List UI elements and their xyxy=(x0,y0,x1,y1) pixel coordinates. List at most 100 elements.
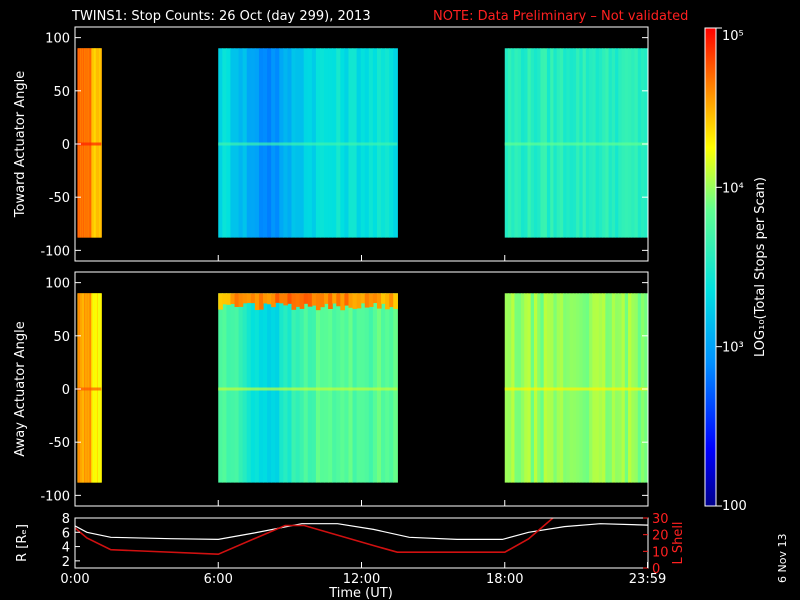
colorbar-label: LOG₁₀(Total Stops per Scan) xyxy=(753,177,768,357)
away-zero-line xyxy=(504,387,648,391)
toward-zero-line xyxy=(218,142,398,146)
colorbar-tick-label: 10⁵ xyxy=(722,29,744,44)
away-band-cell xyxy=(275,293,280,303)
away-band-cell xyxy=(336,293,341,307)
y-tick-label: 50 xyxy=(53,85,70,100)
orbit-x-ticks: 0:00 6:00 12:00 18:00 23:59 xyxy=(60,562,666,587)
y-tick-label: -100 xyxy=(40,489,70,504)
r-tick-label: 8 xyxy=(62,512,70,527)
away-y-ticks: 100 50 0 -50 -100 xyxy=(40,277,649,506)
away-band-cell xyxy=(328,293,333,309)
lshell-tick-label: 0 xyxy=(652,562,660,577)
away-segment-2 xyxy=(504,293,649,483)
toward-y-ticks: 100 50 0 -50 -100 xyxy=(40,32,649,261)
away-segment-0 xyxy=(77,293,102,483)
y-tick-label: -100 xyxy=(40,244,70,259)
away-band-cell xyxy=(254,293,260,311)
y-tick-label: 100 xyxy=(45,32,70,47)
away-band-cell xyxy=(283,293,289,306)
away-segment-1 xyxy=(218,293,398,483)
away-band-cell xyxy=(267,293,272,305)
toward-segment-2 xyxy=(504,48,649,238)
away-band-cell xyxy=(352,293,358,309)
toward-heatmap xyxy=(77,48,649,238)
y-tick-label: 0 xyxy=(62,383,70,398)
away-band-cell xyxy=(360,293,366,304)
y-tick-label: 100 xyxy=(45,277,70,292)
colorbar: 10⁵ 10⁴ 10³ 100 LOG₁₀(Total Stops per Scan) xyxy=(704,27,768,514)
away-band-cell xyxy=(258,293,264,310)
away-band-cell xyxy=(332,293,337,304)
toward-cell xyxy=(100,48,102,238)
away-band-cell xyxy=(340,293,346,311)
away-band-cell xyxy=(230,293,236,305)
lshell-tick-label: 30 xyxy=(652,512,669,527)
away-band-cell xyxy=(279,293,284,304)
r-tick-label: 2 xyxy=(62,555,70,570)
away-ylabel: Away Actuator Angle xyxy=(13,321,28,456)
away-band-cell xyxy=(372,293,378,304)
away-band-cell xyxy=(271,293,276,308)
away-band-cell xyxy=(299,293,305,309)
away-zero-line xyxy=(218,387,398,391)
away-band-cell xyxy=(291,293,297,310)
orbit-frame xyxy=(74,517,649,569)
away-band-cell xyxy=(311,293,317,306)
plot-title: TWINS1: Stop Counts: 26 Oct (day 299), 2… xyxy=(71,9,371,24)
colorbar-tick-label: 100 xyxy=(722,499,747,514)
away-band-cell xyxy=(242,293,248,304)
away-band-cell xyxy=(307,293,313,307)
orbit-lines xyxy=(75,518,648,556)
colorbar-tick-label: 10³ xyxy=(722,341,744,356)
away-band-cell xyxy=(389,293,394,308)
date-stamp: 6 Nov 13 xyxy=(776,534,789,583)
away-band-cell xyxy=(368,293,374,307)
away-band-cell xyxy=(226,293,232,305)
away-band-cell xyxy=(315,293,321,311)
r-line xyxy=(75,523,648,541)
time-tick-label: 12:00 xyxy=(343,572,380,587)
toward-segment-1 xyxy=(218,48,398,238)
away-band-cell xyxy=(246,293,252,303)
time-tick-label: 23:59 xyxy=(629,572,666,587)
preliminary-note: NOTE: Data Preliminary – Not validated xyxy=(433,9,688,24)
away-band-cell xyxy=(385,293,390,310)
away-zero-line xyxy=(77,387,102,391)
away-band-cell xyxy=(295,293,301,307)
colorbar-ticks: 10⁵ 10⁴ 10³ 100 xyxy=(716,27,747,514)
away-band-cell xyxy=(218,293,223,310)
away-band-cell xyxy=(344,293,350,306)
away-heatmap xyxy=(77,293,649,483)
toward-zero-line xyxy=(504,142,648,146)
away-band-cell xyxy=(287,293,293,304)
lshell-tick-label: 20 xyxy=(652,529,669,544)
y-tick-label: -50 xyxy=(49,436,70,451)
colorbar-tick-label: 10⁴ xyxy=(722,181,744,196)
toward-zero-line xyxy=(77,142,102,146)
away-panel: 100 50 0 -50 -100 Away Actuator Angle xyxy=(13,271,649,507)
time-tick-label: 6:00 xyxy=(204,572,233,587)
colorbar-gradient xyxy=(704,27,717,507)
r-tick-label: 6 xyxy=(62,526,70,541)
time-tick-label: 0:00 xyxy=(60,572,89,587)
away-band-cell xyxy=(364,293,370,308)
away-band-cell xyxy=(376,293,382,309)
away-band-cell xyxy=(263,293,268,304)
away-band-cell xyxy=(303,293,309,304)
toward-ylabel: Toward Actuator Angle xyxy=(13,71,28,218)
away-band-cell xyxy=(348,293,354,308)
r-tick-label: 4 xyxy=(62,541,70,556)
toward-segment-0 xyxy=(77,48,102,238)
y-tick-label: 50 xyxy=(53,330,70,345)
y-tick-label: 0 xyxy=(62,138,70,153)
away-band-cell xyxy=(250,293,256,304)
y-tick-label: -50 xyxy=(49,191,70,206)
away-cell xyxy=(100,293,102,483)
away-band-cell xyxy=(234,293,240,307)
orbit-ylabel: R [Rₑ] xyxy=(15,524,30,562)
toward-panel: 100 50 0 -50 -100 Toward Actuator Angle xyxy=(13,26,649,262)
